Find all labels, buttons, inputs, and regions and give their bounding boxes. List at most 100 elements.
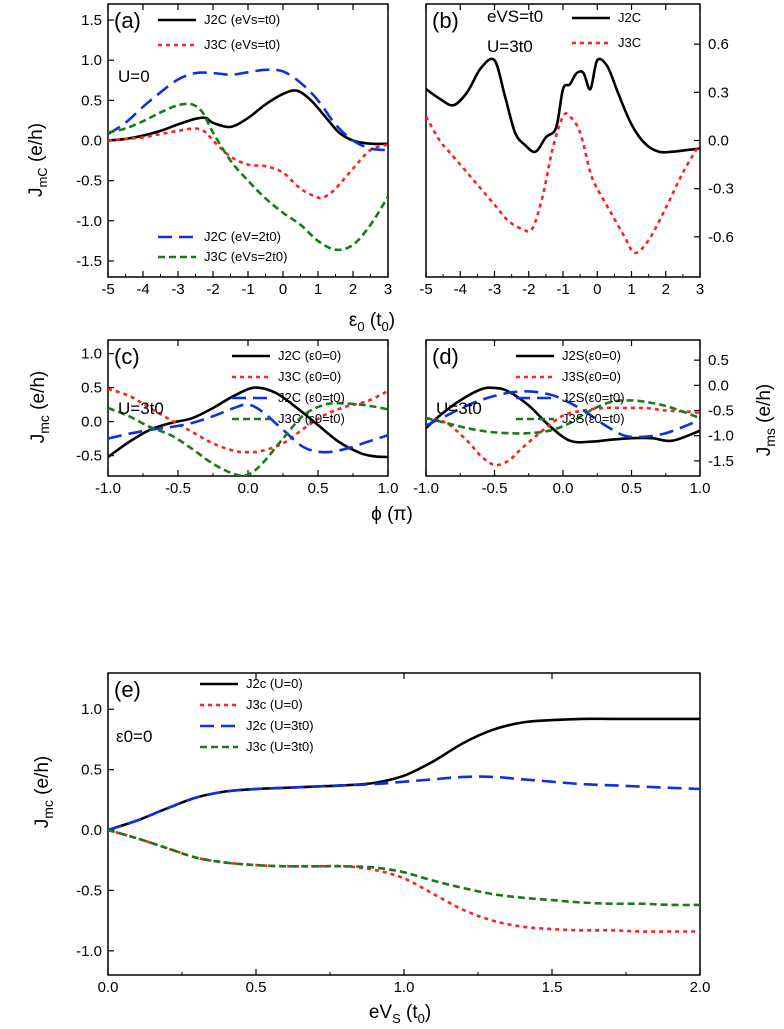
y-axis-title-d-sub: ms: [762, 428, 778, 447]
series-line-red: [426, 112, 700, 255]
panel-d: -1.0 -0.5 0.0 0.5 1.0 -1.5 -1.0 -0.5 0.0 0.5 (d) J2…: [413, 339, 734, 497]
y-tick-label: 0.0: [708, 133, 729, 150]
panel-a: -5 -4 -3 -2 -1 0 1 2 3 -1.5 -1.0 -0.5 0.0 0.5 1.0 1.5 (a…: [76, 3, 392, 298]
y-tick-label: 0.0: [81, 822, 102, 839]
x-tick-label: 0: [593, 281, 601, 298]
x-tick-label: -2: [522, 281, 535, 298]
x-tick-label: 0.5: [621, 480, 642, 497]
y-tick-label: 0.5: [81, 762, 102, 779]
legend-label: J3C (ε0=t0): [278, 411, 345, 426]
x-tick-label: -3: [171, 281, 184, 298]
legend-label: J2c (U=0): [246, 676, 303, 691]
x-tick-label: -5: [419, 281, 432, 298]
y-tick-label: 0.3: [708, 84, 729, 101]
y-tick-label: -1.0: [708, 428, 734, 445]
panel-annotation: U=3t0: [118, 399, 164, 418]
y-axis-title-c-main: J: [28, 434, 49, 444]
y-tick-label: 1.0: [81, 52, 102, 69]
y-tick-label: 1.5: [81, 12, 102, 29]
x-tick-label: 1.0: [378, 480, 399, 497]
y-tick-label: 0.0: [708, 377, 729, 394]
x-axis-title-e-close: ): [425, 1002, 431, 1023]
y-tick-label: -1.5: [76, 253, 102, 270]
legend-label: J2C (eV=2t0): [204, 229, 281, 244]
y-axis-title-e-sub: mc: [40, 800, 56, 819]
x-tick-label: -4: [136, 281, 149, 298]
y-axis-title-a-unit: (e/h): [26, 123, 47, 162]
y-axis-title-d: Jms (e/h): [754, 384, 778, 457]
series-line-green: [426, 399, 700, 435]
panel-letter: (a): [114, 8, 141, 33]
y-tick-label: 1.0: [81, 346, 102, 363]
series-line-black: [426, 57, 700, 154]
x-tick-label: -1.0: [95, 480, 121, 497]
y-axis-title-a: JmC (e/h): [26, 123, 50, 197]
y-tick-label: -0.6: [708, 229, 734, 246]
panel-annotation: ε0=0: [116, 727, 152, 746]
panel-annotation: U=3t0: [436, 399, 482, 418]
series-line-red: [108, 127, 388, 200]
y-tick-label: -1.0: [76, 943, 102, 960]
x-tick-label: -4: [454, 281, 467, 298]
x-tick-label: 0.0: [98, 979, 119, 996]
y-axis-title-e-main: J: [32, 819, 53, 829]
x-axis-title-e-unit: (t: [406, 1002, 418, 1023]
y-tick-label: 1.0: [81, 701, 102, 718]
y-axis-title-d-unit: (e/h): [754, 384, 775, 423]
legend-label: J2S(ε0=t0): [562, 390, 625, 405]
x-tick-label: 0.0: [238, 480, 259, 497]
x-axis-title-e: eVS (t0): [369, 1002, 431, 1026]
y-axis-title-e-unit: (e/h): [32, 756, 53, 795]
y-tick-label: 0.5: [81, 380, 102, 397]
x-tick-label: 1.5: [542, 979, 563, 996]
y-tick-label: 0.0: [81, 414, 102, 431]
x-tick-label: -3: [488, 281, 501, 298]
x-tick-label: -2: [206, 281, 219, 298]
series-line-black: [108, 717, 700, 832]
y-tick-label: 0.5: [81, 92, 102, 109]
x-tick-label: -1: [556, 281, 569, 298]
y-tick-label: 0.6: [708, 36, 729, 53]
legend-label: J2C (eVs=t0): [204, 12, 280, 27]
x-tick-label: 3: [384, 281, 392, 298]
y-tick-label: -0.5: [76, 448, 102, 465]
x-tick-label: 2: [349, 281, 357, 298]
series-line-blue: [108, 403, 388, 454]
y-axis-title-c-sub: mc: [36, 415, 52, 434]
legend-label: J2C (ε0=0): [278, 348, 341, 363]
x-tick-label: 2: [662, 281, 670, 298]
panel-letter: (e): [114, 677, 141, 702]
x-tick-label: 1.0: [394, 979, 415, 996]
legend-label: J3S(ε0=0): [562, 369, 621, 384]
y-tick-label: -1.5: [708, 453, 734, 470]
x-axis-title-ab-sub: 0: [357, 319, 364, 334]
series-line-green: [108, 401, 388, 476]
series-line-black: [108, 89, 388, 146]
y-axis-title-c: Jmc (e/h): [28, 371, 52, 444]
x-axis-title-ab-main: ε: [349, 310, 358, 331]
y-tick-label: -0.3: [708, 181, 734, 198]
legend-label: J3c (U=3t0): [246, 739, 314, 754]
series-line-red: [108, 387, 388, 454]
y-axis-title-d-main: J: [754, 447, 775, 457]
x-axis-title-e-unit-sub: 0: [418, 1011, 425, 1026]
x-axis-title-ab-unit: (t: [370, 310, 382, 331]
y-tick-label: -1.0: [76, 213, 102, 230]
legend-label: J3C (eVs=t0): [204, 37, 280, 52]
panel-e: 0.0 0.5 1.0 1.5 2.0 -1.0 -0.5 0.0 0.5 1.0 (e) J2c (…: [76, 672, 711, 996]
panel-b: -5 -4 -3 -2 -1 0 1 2 3 -0.6 -0.3 0.0 0.3 0.6 (b) J2C J3C…: [419, 3, 734, 298]
x-tick-label: -1.0: [413, 480, 439, 497]
x-tick-label: -1: [241, 281, 254, 298]
x-axis-title-ab-close: ): [389, 310, 395, 331]
series-line-black: [108, 386, 388, 459]
series-line-green: [108, 102, 388, 252]
series-line-red: [108, 828, 700, 933]
x-tick-label: -0.5: [482, 480, 508, 497]
x-tick-label: 1.0: [690, 480, 711, 497]
series-line-blue: [426, 390, 700, 439]
legend-label: J3C (eVs=2t0): [204, 249, 287, 264]
legend-label: J3c (U=0): [246, 697, 303, 712]
x-tick-label: 2.0: [690, 979, 711, 996]
y-tick-label: -0.5: [76, 882, 102, 899]
